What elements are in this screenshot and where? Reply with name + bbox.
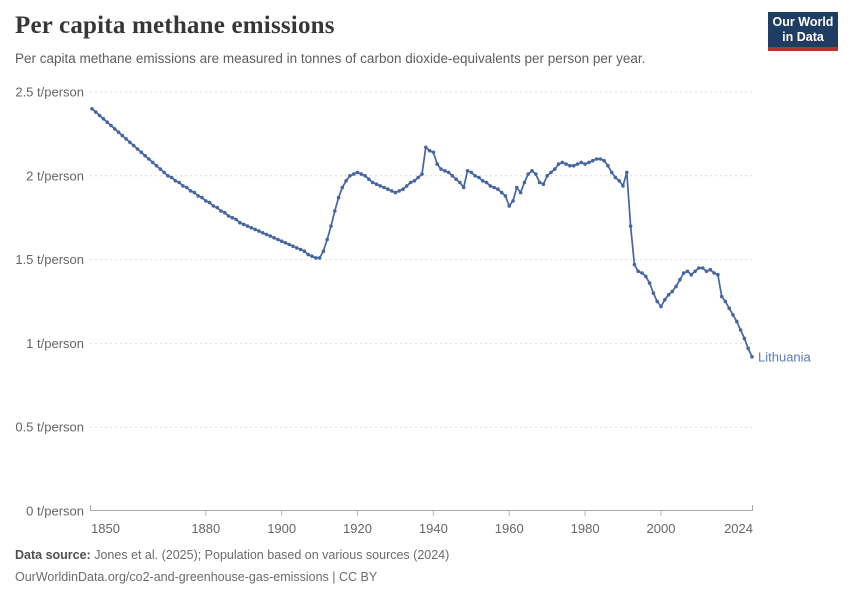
svg-text:1940: 1940 <box>419 521 448 536</box>
data-source-text: Jones et al. (2025); Population based on… <box>90 548 450 562</box>
x-axis <box>90 505 753 516</box>
svg-text:2.5 t/person: 2.5 t/person <box>15 85 84 100</box>
chart-footer: Data source: Jones et al. (2025); Popula… <box>15 544 449 588</box>
svg-text:1920: 1920 <box>343 521 372 536</box>
svg-text:2024: 2024 <box>724 521 753 536</box>
svg-text:2 t/person: 2 t/person <box>26 168 84 183</box>
svg-text:0 t/person: 0 t/person <box>26 504 84 519</box>
owid-logo[interactable]: Our World in Data <box>768 12 838 51</box>
svg-text:1850: 1850 <box>91 521 120 536</box>
y-axis-labels: 0 t/person 0.5 t/person 1 t/person 1.5 t/pe… <box>15 85 84 519</box>
chart-subtitle: Per capita methane emissions are measure… <box>15 51 646 66</box>
series-markers <box>90 107 754 359</box>
gridlines <box>90 91 753 428</box>
page-title: Per capita methane emissions <box>15 12 335 39</box>
svg-text:1980: 1980 <box>571 521 600 536</box>
svg-text:1.5 t/person: 1.5 t/person <box>15 252 84 267</box>
svg-text:2000: 2000 <box>647 521 676 536</box>
series-line-lithuania[interactable] <box>91 107 753 358</box>
x-axis-labels: 1850 1880 1900 1920 1940 1960 1980 2000 2024 <box>91 521 753 536</box>
series-end-label[interactable]: Lithuania <box>758 349 812 364</box>
svg-text:1960: 1960 <box>495 521 524 536</box>
svg-text:1 t/person: 1 t/person <box>26 336 84 351</box>
owid-logo-line1: Our World <box>772 15 834 29</box>
owid-logo-line2: in Data <box>782 30 824 44</box>
svg-text:1900: 1900 <box>267 521 296 536</box>
attribution-line[interactable]: OurWorldinData.org/co2-and-greenhouse-ga… <box>15 570 378 584</box>
svg-text:0.5 t/person: 0.5 t/person <box>15 420 84 435</box>
data-source-line: Data source: Jones et al. (2025); Popula… <box>15 544 449 566</box>
svg-text:1880: 1880 <box>191 521 220 536</box>
data-source-label: Data source: <box>15 548 91 562</box>
